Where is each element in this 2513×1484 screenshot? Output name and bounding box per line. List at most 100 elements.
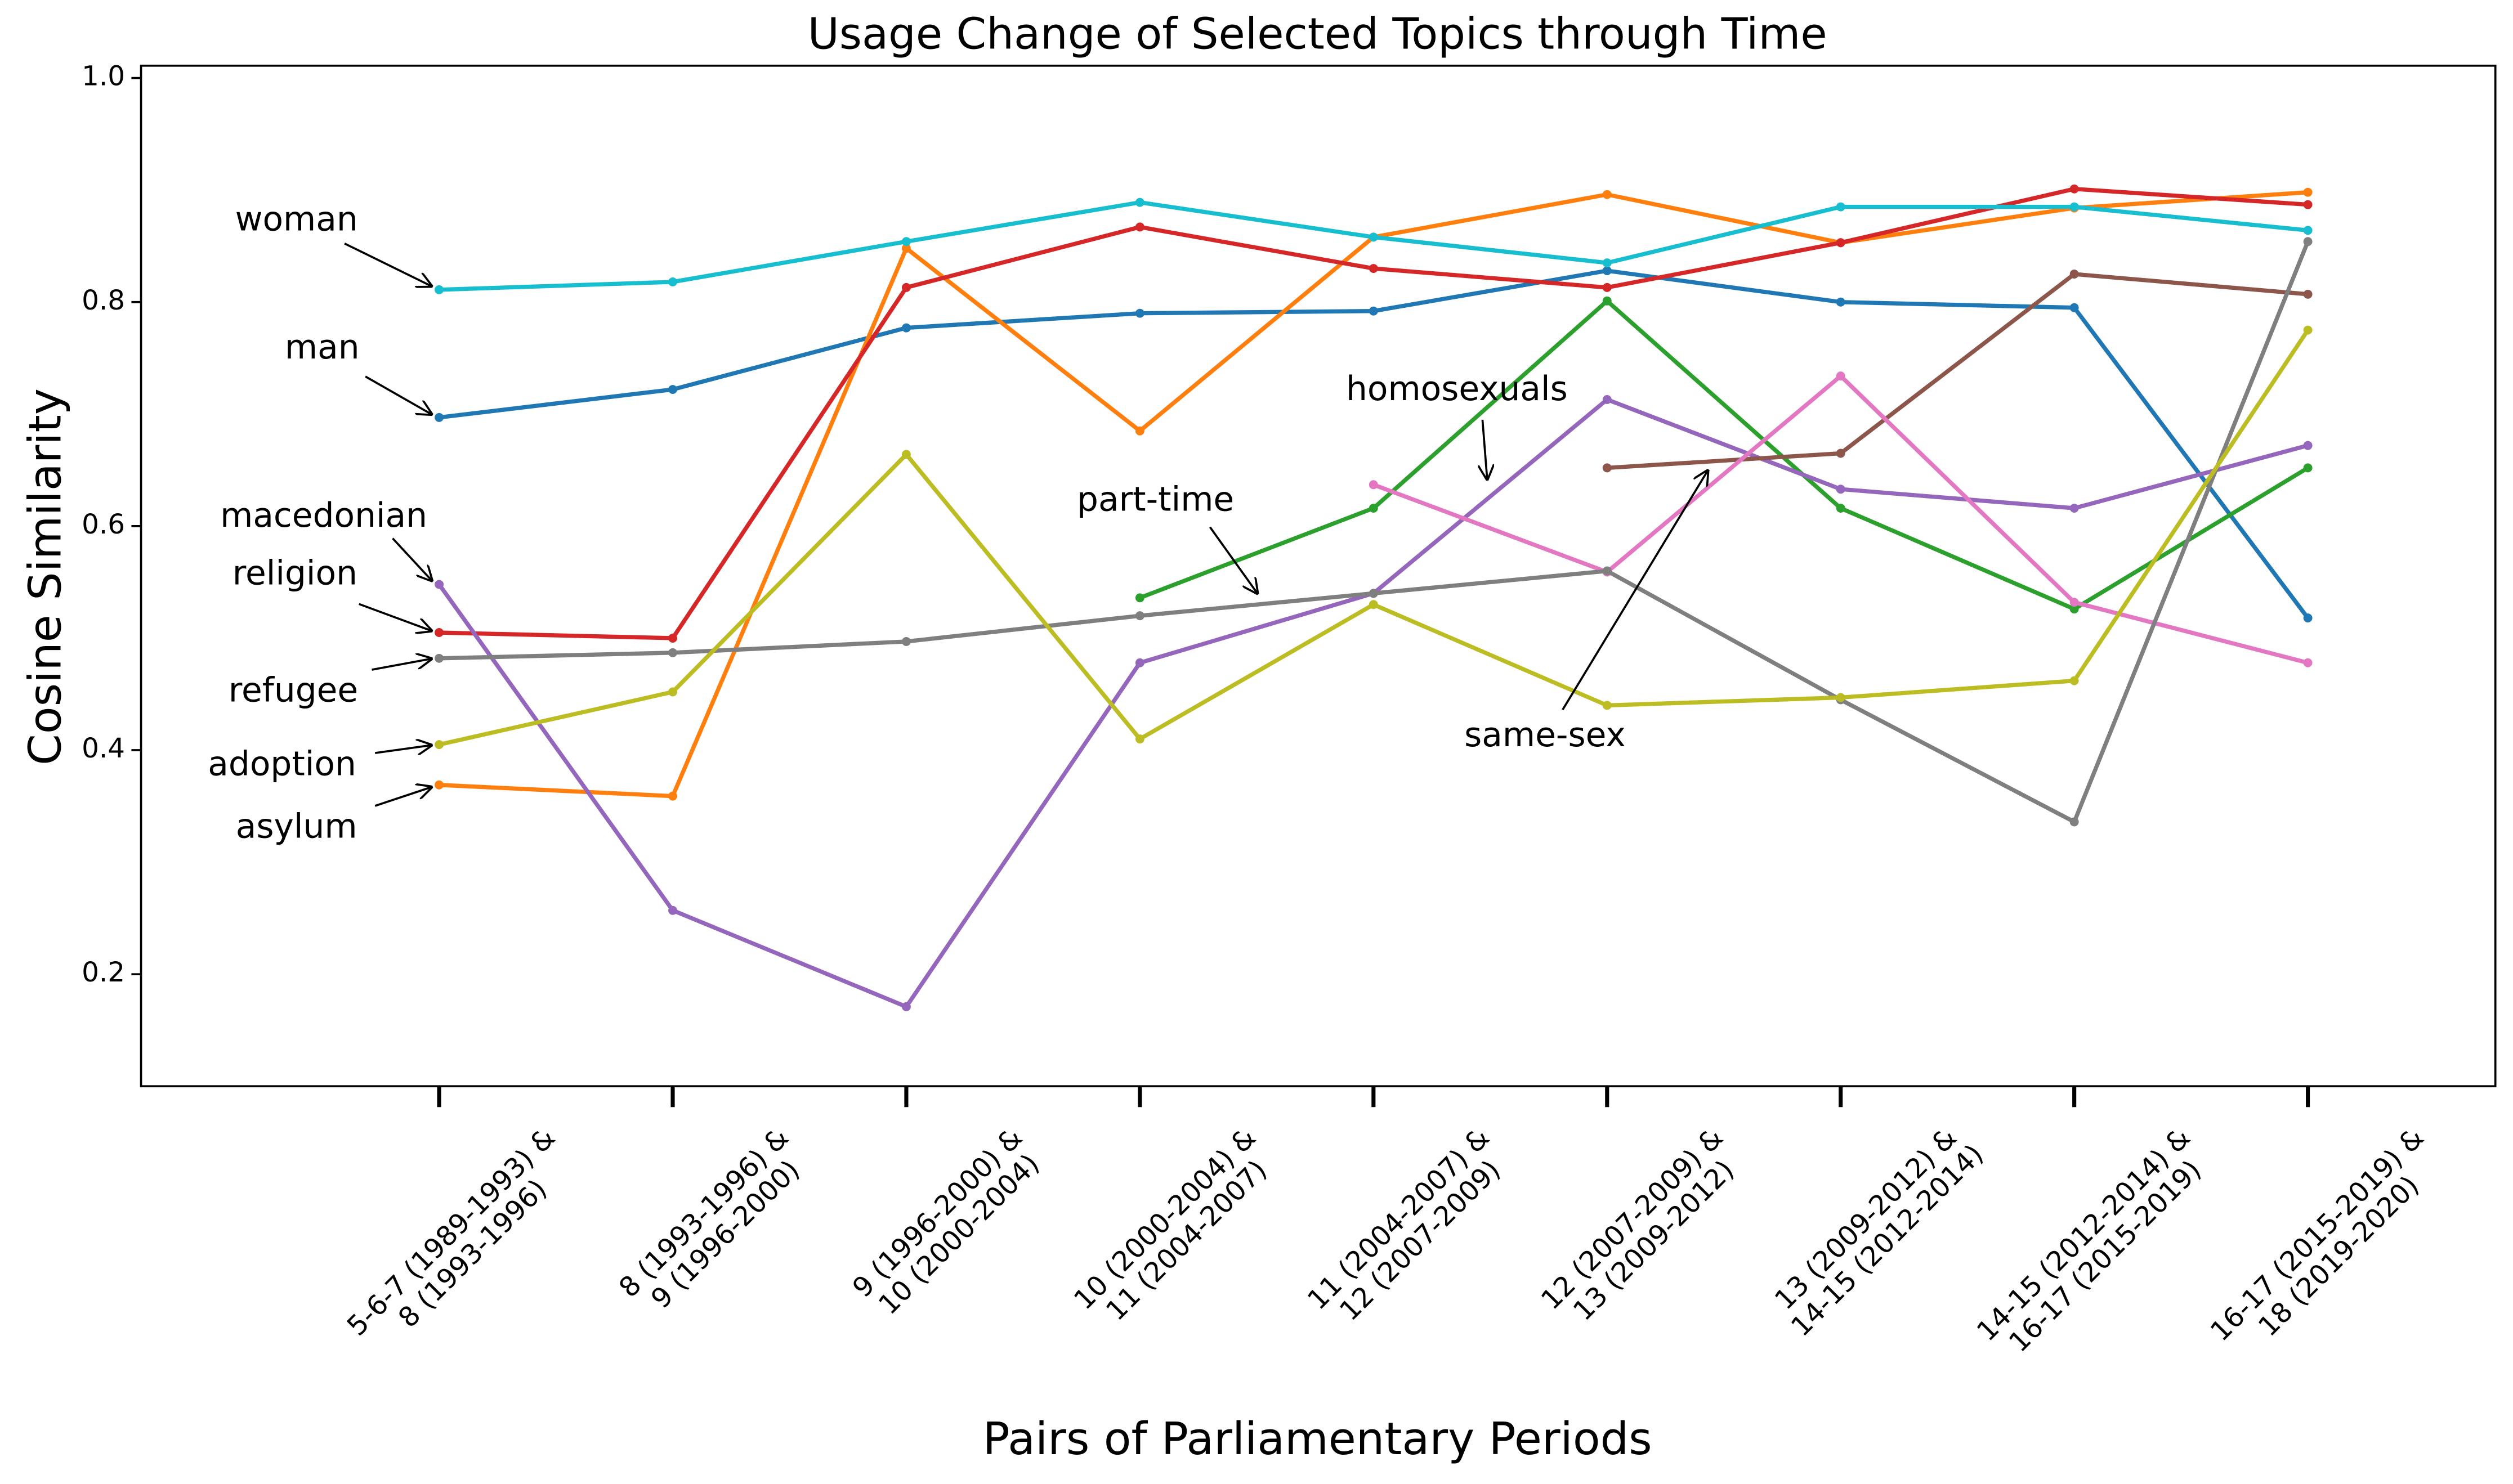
data-point bbox=[1135, 658, 1144, 667]
y-tick-label: 1.0 bbox=[82, 61, 125, 92]
data-point bbox=[901, 450, 911, 459]
data-point bbox=[1135, 593, 1144, 603]
data-point bbox=[2303, 658, 2313, 667]
data-point bbox=[1836, 693, 1845, 702]
data-point bbox=[901, 237, 911, 246]
data-point bbox=[668, 905, 677, 915]
annotation: religion bbox=[232, 554, 357, 593]
data-point bbox=[2069, 604, 2079, 614]
data-point bbox=[1602, 701, 1612, 710]
annotation-arrow bbox=[374, 745, 432, 753]
annotation-arrow bbox=[1482, 419, 1487, 481]
data-point bbox=[2303, 187, 2313, 197]
annotation: asylum bbox=[236, 807, 357, 846]
data-point bbox=[668, 385, 677, 394]
data-point bbox=[1369, 504, 1378, 513]
data-point bbox=[2303, 325, 2313, 335]
data-point bbox=[2069, 184, 2079, 194]
data-point bbox=[901, 244, 911, 253]
series-line bbox=[1607, 272, 2308, 470]
series-line bbox=[1139, 299, 2309, 611]
data-point bbox=[901, 323, 911, 333]
data-point bbox=[1135, 734, 1144, 744]
data-point bbox=[1602, 394, 1612, 404]
annotation-arrow bbox=[359, 603, 433, 631]
y-axis-label: Cosine Similarity bbox=[19, 388, 71, 765]
y-tick-label: 0.2 bbox=[82, 957, 125, 988]
data-point bbox=[1836, 202, 1845, 212]
annotation: refugee bbox=[229, 671, 358, 710]
data-point bbox=[435, 740, 444, 750]
annotation: adoption bbox=[208, 745, 356, 783]
data-point bbox=[1369, 600, 1378, 609]
chart-title: Usage Change of Selected Topics through … bbox=[808, 9, 1827, 59]
y-tick-label: 0.6 bbox=[82, 509, 125, 540]
data-point bbox=[901, 283, 911, 292]
annotation-arrow bbox=[344, 243, 433, 287]
data-point bbox=[2303, 441, 2313, 450]
annotation-arrow bbox=[365, 375, 433, 415]
annotation: man bbox=[285, 328, 360, 367]
data-point bbox=[2069, 303, 2079, 312]
annotation: part-time bbox=[1077, 481, 1234, 519]
annotation-arrow bbox=[374, 787, 432, 807]
data-point bbox=[435, 780, 444, 790]
y-tick-label: 0.8 bbox=[82, 285, 125, 316]
data-point bbox=[668, 791, 677, 801]
data-point bbox=[668, 648, 677, 657]
annotation-arrow bbox=[392, 537, 433, 582]
data-point bbox=[2303, 613, 2313, 623]
data-point bbox=[1369, 306, 1378, 316]
data-point bbox=[1836, 449, 1845, 458]
y-tick-label: 0.4 bbox=[82, 733, 125, 764]
data-point bbox=[668, 633, 677, 643]
data-point bbox=[1369, 589, 1378, 598]
data-point bbox=[2303, 226, 2313, 235]
data-point bbox=[1135, 426, 1144, 436]
plot-frame bbox=[140, 64, 2497, 1088]
annotation: same-sex bbox=[1464, 716, 1626, 755]
data-point bbox=[1602, 258, 1612, 268]
data-point bbox=[435, 628, 444, 637]
data-point bbox=[435, 285, 444, 294]
data-point bbox=[901, 1002, 911, 1011]
data-point bbox=[435, 653, 444, 663]
data-point bbox=[1602, 266, 1612, 275]
data-point bbox=[1135, 308, 1144, 318]
data-point bbox=[1836, 504, 1845, 513]
data-point bbox=[2069, 817, 2079, 827]
data-point bbox=[1602, 463, 1612, 473]
data-point bbox=[2069, 270, 2079, 279]
data-point bbox=[668, 277, 677, 286]
data-point bbox=[2069, 676, 2079, 685]
data-point bbox=[2303, 463, 2313, 473]
annotation-arrow bbox=[372, 658, 432, 671]
data-point bbox=[1602, 296, 1612, 306]
data-point bbox=[1135, 611, 1144, 621]
data-point bbox=[2303, 237, 2313, 246]
data-point bbox=[1135, 222, 1144, 232]
data-point bbox=[2069, 598, 2079, 607]
data-point bbox=[435, 413, 444, 422]
annotation: homosexuals bbox=[1346, 370, 1568, 409]
annotation-arrow bbox=[1209, 526, 1258, 595]
annotation: macedonian bbox=[220, 496, 427, 535]
data-point bbox=[668, 687, 677, 697]
annotation-arrow bbox=[1562, 469, 1709, 711]
data-point bbox=[1836, 485, 1845, 494]
data-point bbox=[1369, 264, 1378, 274]
data-point bbox=[1602, 190, 1612, 199]
data-point bbox=[1369, 480, 1378, 490]
data-point bbox=[2069, 202, 2079, 212]
data-point bbox=[1836, 238, 1845, 248]
data-point bbox=[435, 580, 444, 589]
data-point bbox=[1602, 566, 1612, 576]
data-point bbox=[2069, 504, 2079, 513]
data-point bbox=[1836, 371, 1845, 381]
data-point bbox=[2303, 289, 2313, 299]
data-point bbox=[1602, 283, 1612, 292]
data-point bbox=[901, 636, 911, 646]
